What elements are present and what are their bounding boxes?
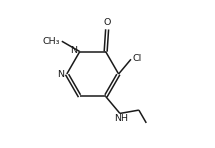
Text: N: N bbox=[58, 70, 64, 79]
Text: O: O bbox=[103, 18, 111, 27]
Text: CH₃: CH₃ bbox=[43, 37, 60, 46]
Text: NH: NH bbox=[114, 114, 128, 123]
Text: Cl: Cl bbox=[132, 54, 142, 63]
Text: N: N bbox=[71, 46, 78, 55]
